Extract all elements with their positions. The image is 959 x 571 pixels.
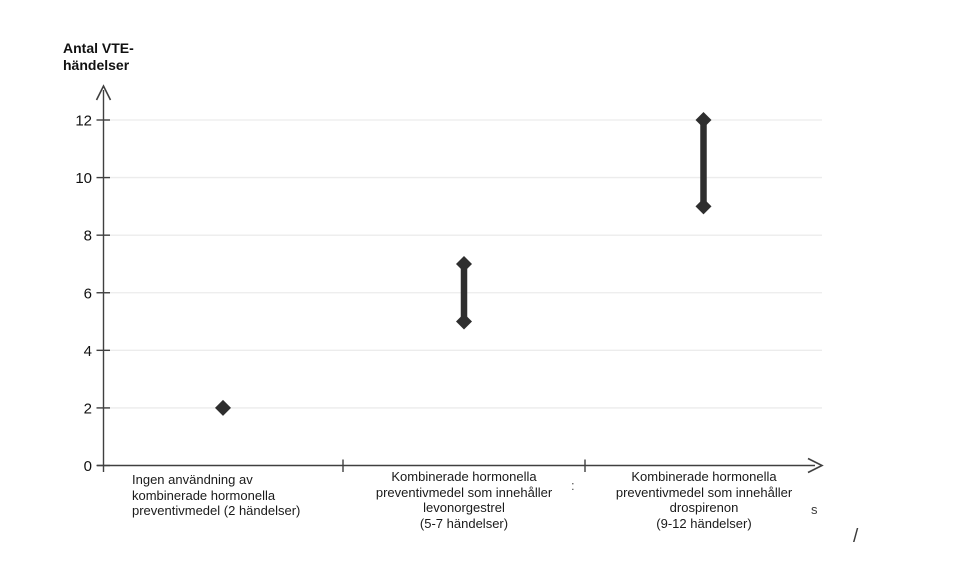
marker-high-3 [695, 112, 712, 128]
x-category-label-2: Kombinerade hormonella preventivmedel so… [344, 469, 584, 531]
y-tick-label-10: 10 [75, 170, 92, 187]
marker-low-3 [695, 198, 712, 215]
y-tick-label-0: 0 [84, 458, 92, 475]
stray-letter-s: s [811, 502, 818, 517]
x-category-label-3-line2: preventivmedel som innehåller [615, 484, 793, 500]
x-category-label-1-line1: Ingen användning av [132, 472, 253, 487]
marker-point-1 [215, 399, 231, 416]
stray-colon-mark: : [571, 478, 575, 493]
y-tick-label-2: 2 [84, 400, 92, 417]
y-tick-label-12: 12 [75, 113, 92, 130]
x-category-label-1: Ingen användning av kombinerade hormonel… [132, 472, 342, 519]
stray-slash-mark: / [853, 526, 859, 547]
x-category-label-2-line4: (5-7 händelser) [419, 515, 509, 531]
x-category-label-2-line2: preventivmedel som innehåller [375, 484, 553, 500]
y-tick-label-6: 6 [84, 285, 92, 302]
x-category-label-3: Kombinerade hormonella preventivmedel so… [585, 469, 823, 531]
x-category-label-1-line2: kombinerade hormonella [132, 487, 276, 503]
x-category-label-3-line3: drospirenon [669, 500, 739, 515]
y-axis-arrowhead [95, 84, 112, 101]
marker-high-2 [456, 255, 472, 272]
y-tick-label-4: 4 [84, 343, 92, 360]
x-axis-arrowhead [807, 457, 824, 474]
x-category-label-2-line1: Kombinerade hormonella [391, 469, 537, 484]
y-axis-title-line2: händelser [63, 57, 130, 73]
x-category-label-3-line4: (9-12 händelser) [656, 515, 752, 531]
x-category-label-3-line1: Kombinerade hormonella [631, 469, 777, 484]
x-category-label-1-line3: preventivmedel (2 händelser) [132, 503, 301, 518]
y-axis-title-line1: Antal VTE- [63, 40, 134, 56]
marker-low-2 [456, 313, 472, 330]
x-category-label-2-line3: levonorgestrel [423, 500, 505, 515]
y-axis-title: Antal VTE- händelser [63, 40, 134, 74]
y-tick-label-8: 8 [84, 228, 92, 245]
